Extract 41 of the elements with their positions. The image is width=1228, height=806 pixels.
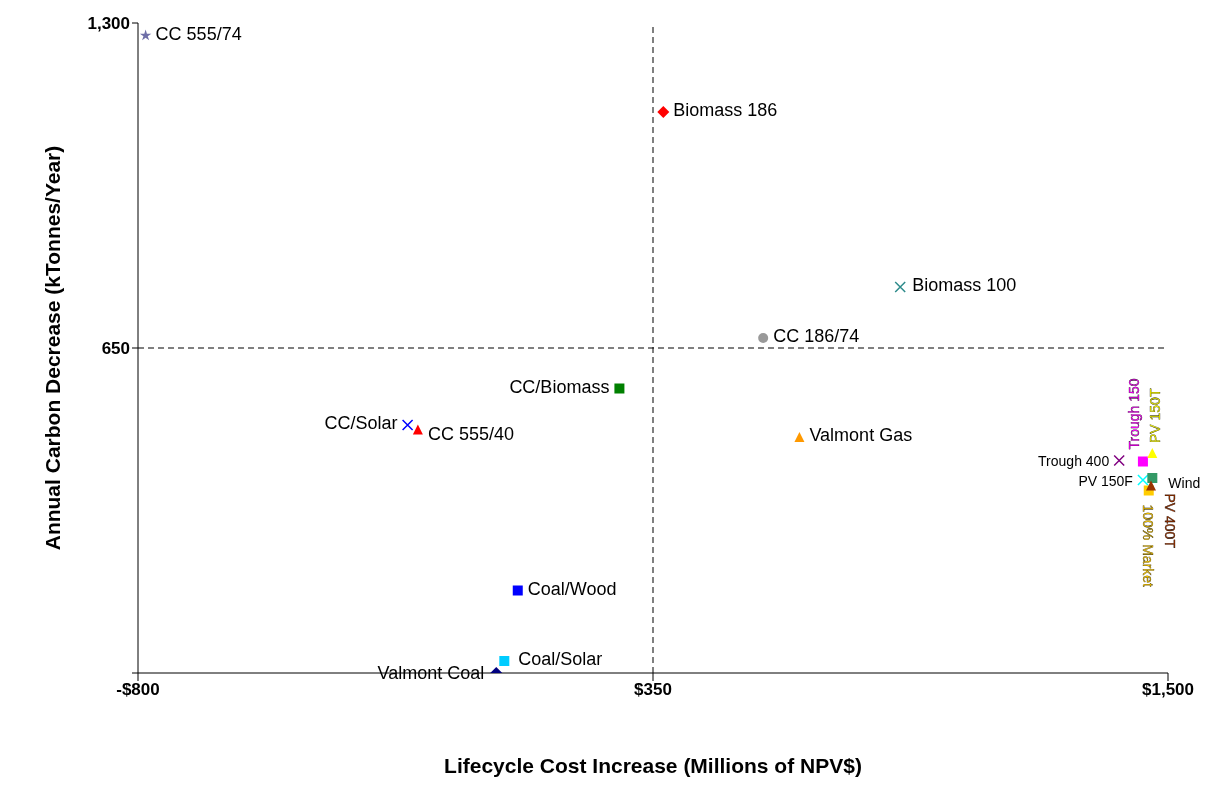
point — [1147, 473, 1158, 483]
text: 100% Market — [1139, 504, 1156, 588]
series-label: CC/Solar — [324, 413, 398, 433]
point — [614, 383, 625, 394]
series-label: CC 555/40 — [427, 423, 514, 444]
x-axis-title: Lifecycle Cost Increase (Millions of NPV$) — [444, 754, 862, 777]
series-label: CC 186/74 — [773, 326, 860, 346]
series-label: Biomass 100 — [912, 275, 1017, 295]
point — [657, 106, 670, 118]
x-tick-label: -$800 — [116, 680, 160, 700]
series-label: Valmont Gas — [809, 425, 913, 445]
series-label: Valmont Coal — [377, 663, 485, 683]
point — [1145, 480, 1156, 491]
point — [412, 424, 423, 435]
text: PV 400T — [1161, 493, 1178, 549]
series-label: Biomass 186 — [673, 100, 778, 120]
point — [1147, 448, 1158, 458]
text: PV 150T — [1147, 388, 1164, 443]
y-tick-label: 1,300 — [87, 14, 130, 34]
point — [1137, 456, 1148, 467]
point — [499, 656, 510, 666]
y-axis-title: Annual Carbon Decrease (kTonnes/Year) — [41, 145, 65, 551]
point — [512, 585, 523, 596]
x-tick-label: $1,500 — [1142, 680, 1194, 700]
point — [758, 333, 769, 343]
point — [894, 281, 906, 293]
series-label: Wind — [1168, 475, 1201, 491]
series-label: CC 555/74 — [155, 23, 242, 44]
point — [139, 29, 152, 41]
x-tick-label: $350 — [634, 680, 672, 700]
series-label: Coal/Solar — [518, 649, 603, 669]
point — [401, 419, 414, 431]
text: Trough 150 — [1125, 378, 1142, 450]
point — [1137, 474, 1149, 486]
y-tick-label: 650 — [101, 339, 130, 359]
series-label: Trough 400 — [1038, 452, 1110, 469]
point — [794, 432, 805, 442]
series-label: CC/Biomass — [509, 376, 610, 397]
point — [1113, 454, 1125, 467]
series-label: PV 150F — [1078, 473, 1133, 489]
series-label: Coal/Wood — [527, 578, 617, 599]
